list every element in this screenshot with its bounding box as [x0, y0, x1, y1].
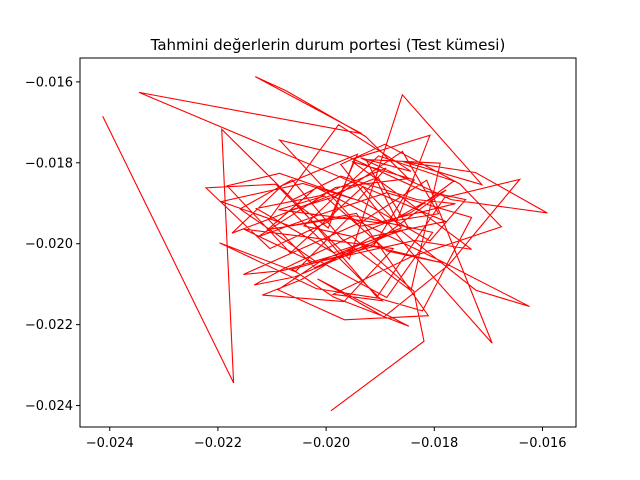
- y-tick-label: −0.024: [25, 399, 73, 414]
- y-tick-label: −0.018: [25, 156, 73, 171]
- y-tick-label: −0.022: [25, 318, 73, 333]
- series-line-0: [102, 76, 548, 412]
- chart-title: Tahmini değerlerin durum portesi (Test k…: [150, 36, 506, 54]
- x-tick-label: −0.020: [302, 436, 350, 451]
- y-tick-label: −0.020: [25, 237, 73, 252]
- x-tick-label: −0.024: [86, 436, 134, 451]
- plot-frame: [79, 57, 577, 428]
- x-tick-label: −0.018: [410, 436, 458, 451]
- y-axis: −0.024 −0.022 −0.020 −0.018 −0.016: [25, 75, 80, 414]
- y-tick-label: −0.016: [25, 75, 73, 90]
- x-tick-label: −0.016: [518, 436, 566, 451]
- plot-lines: [102, 76, 548, 412]
- x-tick-label: −0.022: [194, 436, 242, 451]
- x-axis: −0.024 −0.022 −0.020 −0.018 −0.016: [86, 427, 567, 451]
